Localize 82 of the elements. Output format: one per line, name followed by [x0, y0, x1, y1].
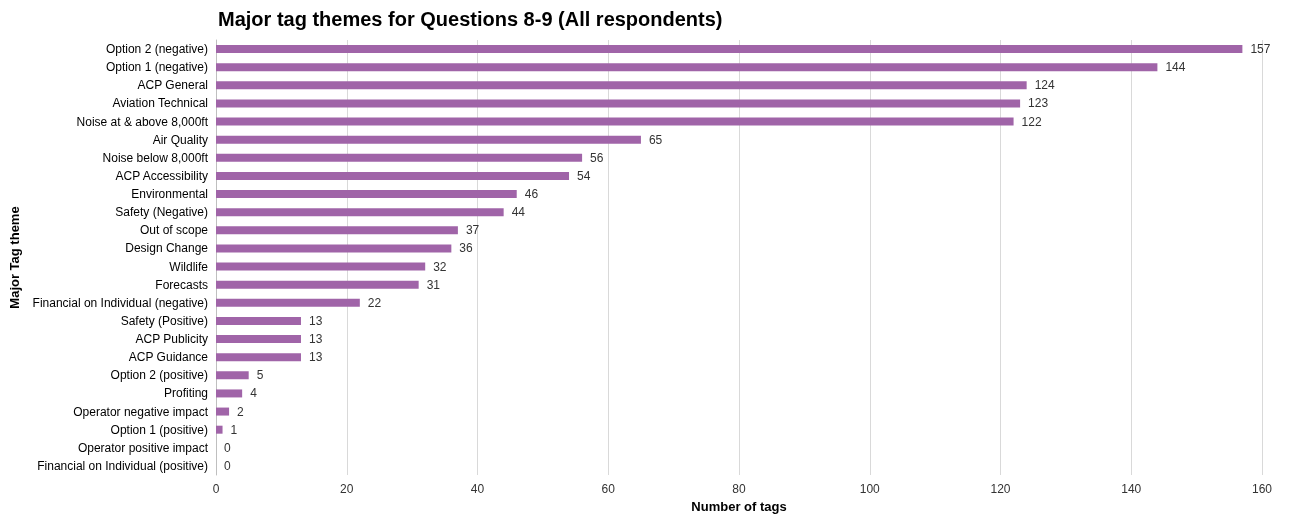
bar [216, 81, 1027, 90]
y-tick-label: Noise below 8,000ft [102, 150, 209, 165]
bar [216, 63, 1158, 72]
data-label: 5 [256, 368, 264, 383]
x-tick-label: 160 [1251, 482, 1273, 496]
y-tick-label: Wildlife [169, 259, 209, 274]
bar [216, 99, 1021, 108]
y-tick-label: Design Change [125, 241, 209, 256]
x-tick-label: 60 [601, 482, 616, 496]
data-label: 1 [230, 422, 238, 437]
bar [216, 353, 301, 362]
y-tick-label: Financial on Individual (negative) [32, 295, 208, 310]
x-tick-label: 0 [212, 482, 220, 496]
y-tick-label: Air Quality [152, 132, 208, 147]
y-axis-title: Major Tag theme [7, 206, 22, 309]
data-label: 46 [524, 187, 539, 202]
bar [216, 171, 570, 180]
y-tick-label: Safety (Positive) [120, 313, 208, 328]
y-tick-label: ACP Accessibility [115, 168, 208, 183]
data-label: 157 [1250, 42, 1271, 57]
data-label: 144 [1165, 60, 1186, 75]
data-label: 4 [250, 386, 258, 401]
data-label: 22 [367, 295, 382, 310]
data-label: 123 [1028, 96, 1049, 111]
data-label: 37 [465, 223, 480, 238]
y-tick-label: ACP Guidance [128, 350, 209, 365]
data-label: 2 [237, 404, 245, 419]
data-label: 65 [648, 132, 663, 147]
data-label: 0 [224, 440, 231, 455]
y-tick-label: Option 1 (positive) [110, 422, 208, 437]
data-label: 54 [577, 168, 591, 183]
data-label: 124 [1034, 78, 1055, 93]
data-label: 36 [459, 241, 474, 256]
x-tick-label: 20 [340, 482, 354, 496]
chart-title: Major tag themes for Questions 8-9 (All respondents) [218, 8, 723, 30]
bar [216, 262, 426, 271]
bar [216, 244, 452, 253]
x-tick-label: 100 [859, 482, 881, 496]
data-label: 0 [224, 458, 231, 473]
y-tick-label: Aviation Technical [112, 96, 208, 111]
bar [216, 45, 1243, 54]
data-label: 13 [308, 350, 323, 365]
data-label: 32 [433, 259, 447, 274]
y-tick-label: Noise at & above 8,000ft [76, 114, 209, 129]
bar [216, 280, 419, 289]
y-tick-label: Environmental [131, 187, 208, 202]
bar [216, 226, 458, 235]
y-tick-label: Option 2 (negative) [105, 42, 208, 57]
data-label: 13 [308, 332, 323, 347]
x-tick-label: 80 [732, 482, 746, 496]
bar [216, 389, 243, 398]
y-tick-label: ACP Publicity [135, 332, 208, 347]
y-tick-label: Option 1 (negative) [105, 60, 208, 75]
data-label: 122 [1021, 114, 1042, 129]
y-tick-label: ACP General [137, 78, 208, 93]
data-label: 56 [590, 150, 604, 165]
bar [216, 371, 249, 380]
bar [216, 153, 583, 162]
data-label: 13 [308, 313, 323, 328]
bar [216, 316, 301, 325]
y-tick-label: Profiting [163, 386, 208, 401]
y-tick-label: Operator positive impact [77, 440, 209, 455]
bar [216, 298, 360, 307]
y-tick-label: Operator negative impact [73, 404, 209, 419]
x-tick-label: 140 [1121, 482, 1142, 496]
x-tick-label: 120 [990, 482, 1011, 496]
y-tick-label: Option 2 (positive) [110, 368, 208, 383]
x-tick-label: 40 [470, 482, 485, 496]
y-tick-label: Forecasts [155, 277, 208, 292]
y-tick-label: Out of scope [139, 223, 209, 238]
bar [216, 407, 230, 416]
y-tick-label: Safety (Negative) [115, 205, 208, 220]
data-label: 44 [511, 205, 526, 220]
y-tick-label: Financial on Individual (positive) [37, 458, 208, 473]
data-label: 31 [426, 277, 441, 292]
bar [216, 190, 517, 199]
x-axis-title: Number of tags [691, 498, 787, 514]
bar [216, 117, 1014, 126]
bar [216, 425, 223, 434]
bar [216, 135, 641, 144]
bar [216, 335, 301, 344]
bar [216, 208, 504, 217]
